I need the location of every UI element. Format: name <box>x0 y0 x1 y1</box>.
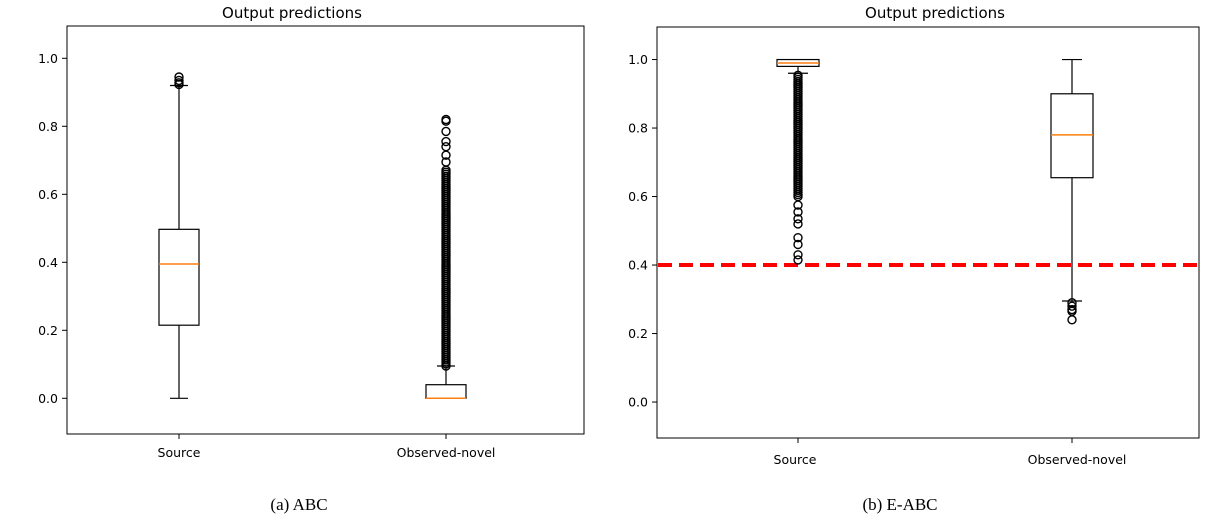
plot-frame <box>656 26 1200 439</box>
x-tick-label-observed-novel: Observed-novel <box>397 445 496 460</box>
box <box>425 384 467 399</box>
y-tick-label: 0.8 <box>628 121 648 136</box>
outlier-point <box>441 114 451 125</box>
outlier-point <box>1067 315 1077 325</box>
y-tick-label: 0.8 <box>38 119 58 134</box>
outlier-point <box>174 75 184 86</box>
x-tick-label-source: Source <box>158 445 201 460</box>
chart-title: Output predictions <box>222 4 362 22</box>
box-marks <box>658 58 1198 325</box>
caption: (a) ABC <box>270 495 327 514</box>
box <box>1050 93 1094 179</box>
y-tick-label: 0.4 <box>38 255 58 270</box>
outlier-point <box>441 136 451 147</box>
caption: (b) E-ABC <box>862 495 937 514</box>
box <box>158 228 200 326</box>
outlier-point <box>793 219 803 229</box>
y-tick-label: 0.0 <box>38 391 58 406</box>
outlier-point <box>1067 301 1077 311</box>
outlier-point <box>793 214 803 224</box>
x-tick-label-observed-novel: Observed-novel <box>1028 452 1127 467</box>
outlier-point <box>793 239 803 250</box>
y-tick-label: 0.2 <box>38 323 58 338</box>
x-axis: Source Observed-novel <box>158 434 496 460</box>
outlier-point <box>174 72 184 82</box>
y-tick-label: 0.0 <box>628 395 648 410</box>
y-tick-label: 1.0 <box>38 51 58 66</box>
outlier-point <box>793 255 803 265</box>
outlier-point <box>793 207 803 217</box>
outlier-point <box>793 70 803 80</box>
chart-title: Output predictions <box>865 4 1005 22</box>
outlier-point <box>793 250 803 260</box>
outlier-point <box>793 232 803 243</box>
x-tick-label-source: Source <box>774 452 817 467</box>
y-tick-label: 0.6 <box>628 189 648 204</box>
outlier-point <box>441 126 451 137</box>
outlier-point <box>441 141 451 152</box>
y-tick-label: 1.0 <box>628 52 648 67</box>
box-marks <box>158 72 467 400</box>
y-tick-label: 0.6 <box>38 187 58 202</box>
chart-e-abc: Output predictions 0.0 0.2 0.4 0.6 0.8 1.0 So… <box>628 4 1200 514</box>
outlier-point <box>793 200 803 210</box>
outlier-point <box>441 157 451 167</box>
y-tick-label: 0.2 <box>628 326 648 341</box>
x-axis: Source Observed-novel <box>774 438 1127 467</box>
y-axis: 0.0 0.2 0.4 0.6 0.8 1.0 <box>628 52 657 410</box>
y-axis: 0.0 0.2 0.4 0.6 0.8 1.0 <box>38 51 67 406</box>
plot-frame <box>66 25 585 435</box>
chart-abc: Output predictions 0.0 0.2 0.4 0.6 0.8 1.0 So… <box>38 4 585 514</box>
y-tick-label: 0.4 <box>628 258 648 273</box>
